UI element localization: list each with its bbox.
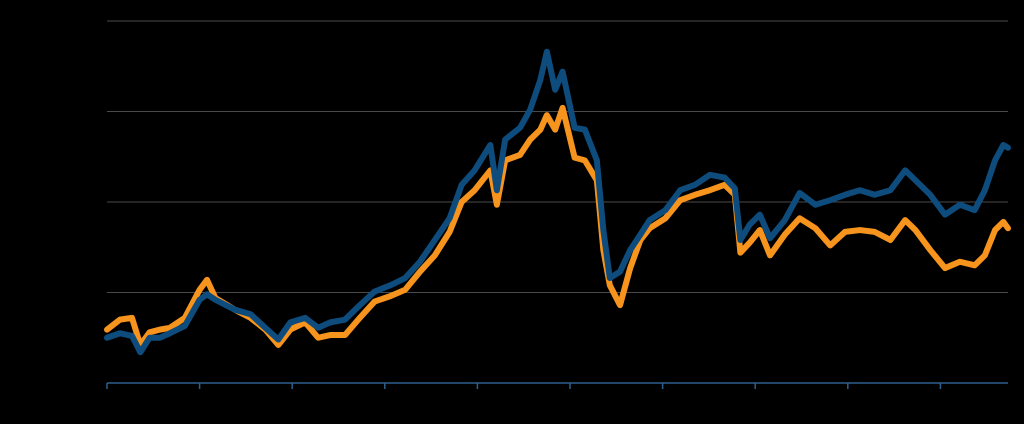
line-series (104, 48, 1011, 356)
